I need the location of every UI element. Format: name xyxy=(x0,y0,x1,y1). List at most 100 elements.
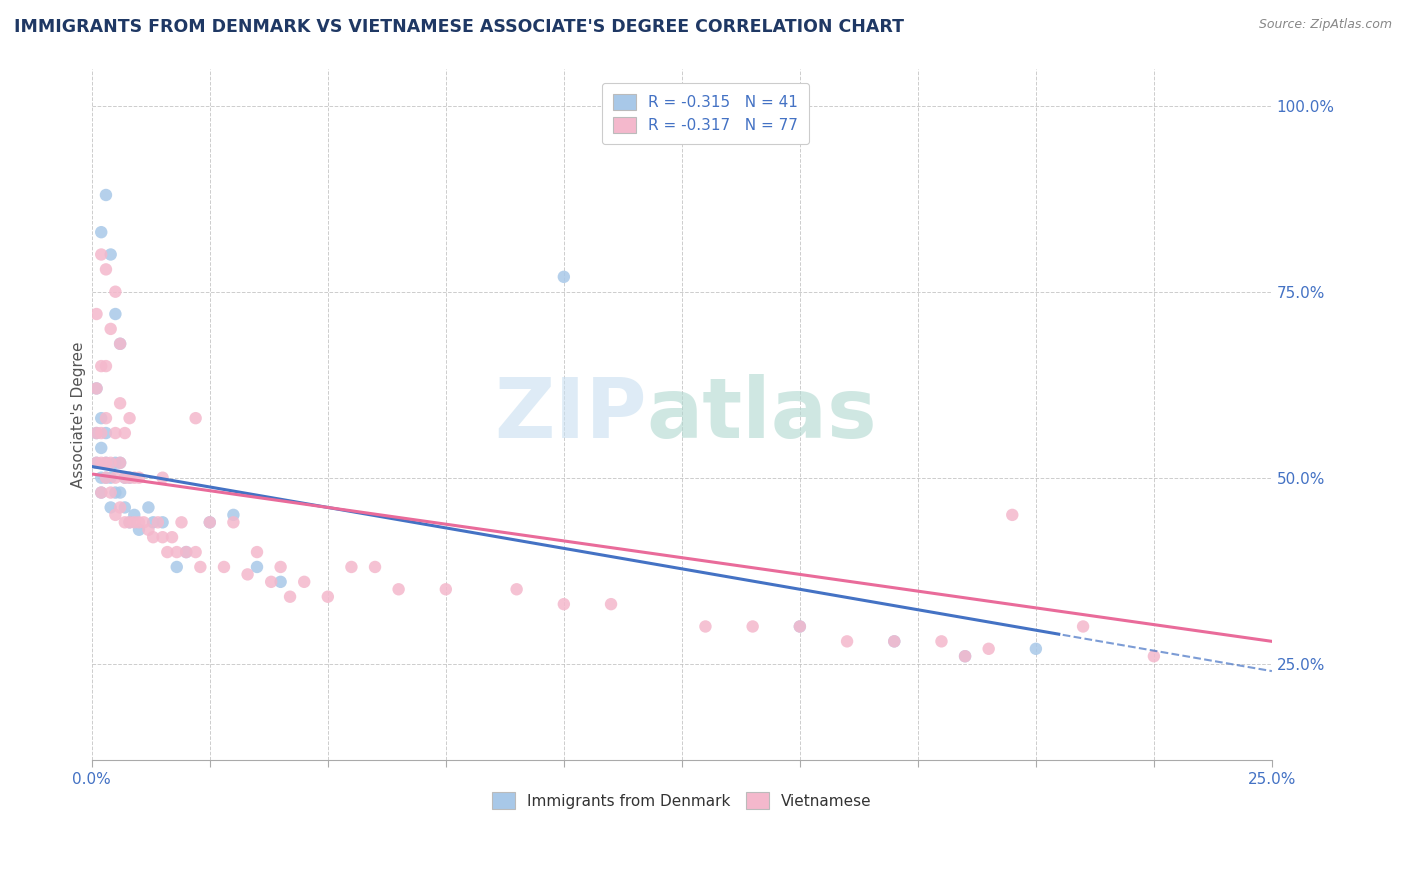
Point xyxy=(114,500,136,515)
Point xyxy=(124,508,146,522)
Point xyxy=(340,560,363,574)
Point xyxy=(246,560,269,574)
Legend: Immigrants from Denmark, Vietnamese: Immigrants from Denmark, Vietnamese xyxy=(486,786,877,815)
Point xyxy=(1071,619,1094,633)
Point xyxy=(138,523,160,537)
Point xyxy=(114,471,136,485)
Point xyxy=(90,471,112,485)
Point xyxy=(108,336,131,351)
Point xyxy=(600,597,623,611)
Point xyxy=(553,269,575,284)
Point xyxy=(86,425,108,440)
Point xyxy=(160,530,183,544)
Point xyxy=(90,225,112,239)
Point xyxy=(90,359,112,373)
Point xyxy=(152,530,174,544)
Point xyxy=(100,471,122,485)
Point xyxy=(100,247,122,261)
Point xyxy=(132,516,155,530)
Point xyxy=(94,188,117,202)
Y-axis label: Associate's Degree: Associate's Degree xyxy=(72,342,86,488)
Point xyxy=(741,619,763,633)
Point xyxy=(90,456,112,470)
Point xyxy=(104,508,127,522)
Point xyxy=(174,545,197,559)
Point xyxy=(104,307,127,321)
Point xyxy=(505,582,527,597)
Point xyxy=(108,500,131,515)
Point xyxy=(156,545,179,559)
Point xyxy=(138,500,160,515)
Point xyxy=(166,545,188,559)
Point xyxy=(94,359,117,373)
Point xyxy=(118,516,141,530)
Point xyxy=(108,456,131,470)
Point xyxy=(94,471,117,485)
Point xyxy=(212,560,235,574)
Point xyxy=(104,285,127,299)
Point xyxy=(142,516,165,530)
Point xyxy=(434,582,457,597)
Point xyxy=(86,456,108,470)
Point xyxy=(270,574,292,589)
Point xyxy=(108,396,131,410)
Point xyxy=(108,485,131,500)
Point xyxy=(114,471,136,485)
Point xyxy=(90,411,112,425)
Point xyxy=(146,516,169,530)
Point xyxy=(953,649,976,664)
Point xyxy=(1025,641,1047,656)
Point xyxy=(977,641,1000,656)
Point xyxy=(94,411,117,425)
Point xyxy=(152,471,174,485)
Point xyxy=(198,516,221,530)
Point xyxy=(118,471,141,485)
Point xyxy=(90,425,112,440)
Point xyxy=(104,425,127,440)
Point xyxy=(222,516,245,530)
Point xyxy=(166,560,188,574)
Point xyxy=(292,574,315,589)
Point xyxy=(128,516,150,530)
Point xyxy=(883,634,905,648)
Point xyxy=(104,456,127,470)
Point xyxy=(86,381,108,395)
Point xyxy=(128,523,150,537)
Point xyxy=(86,456,108,470)
Point xyxy=(124,516,146,530)
Point xyxy=(118,471,141,485)
Point xyxy=(835,634,858,648)
Point xyxy=(222,508,245,522)
Text: ZIP: ZIP xyxy=(494,374,647,455)
Point xyxy=(108,456,131,470)
Point xyxy=(789,619,811,633)
Point xyxy=(114,516,136,530)
Point xyxy=(174,545,197,559)
Point xyxy=(86,307,108,321)
Point xyxy=(953,649,976,664)
Point xyxy=(142,530,165,544)
Point xyxy=(316,590,339,604)
Point xyxy=(198,516,221,530)
Point xyxy=(553,597,575,611)
Point xyxy=(86,425,108,440)
Point xyxy=(104,471,127,485)
Text: IMMIGRANTS FROM DENMARK VS VIETNAMESE ASSOCIATE'S DEGREE CORRELATION CHART: IMMIGRANTS FROM DENMARK VS VIETNAMESE AS… xyxy=(14,18,904,36)
Point xyxy=(152,516,174,530)
Point xyxy=(184,411,207,425)
Point xyxy=(86,381,108,395)
Point xyxy=(695,619,717,633)
Point xyxy=(270,560,292,574)
Point xyxy=(114,425,136,440)
Point xyxy=(94,262,117,277)
Point xyxy=(184,545,207,559)
Text: Source: ZipAtlas.com: Source: ZipAtlas.com xyxy=(1258,18,1392,31)
Point xyxy=(94,425,117,440)
Point xyxy=(94,456,117,470)
Point xyxy=(789,619,811,633)
Point xyxy=(90,441,112,455)
Point xyxy=(118,516,141,530)
Point xyxy=(1001,508,1024,522)
Point xyxy=(90,485,112,500)
Point xyxy=(94,456,117,470)
